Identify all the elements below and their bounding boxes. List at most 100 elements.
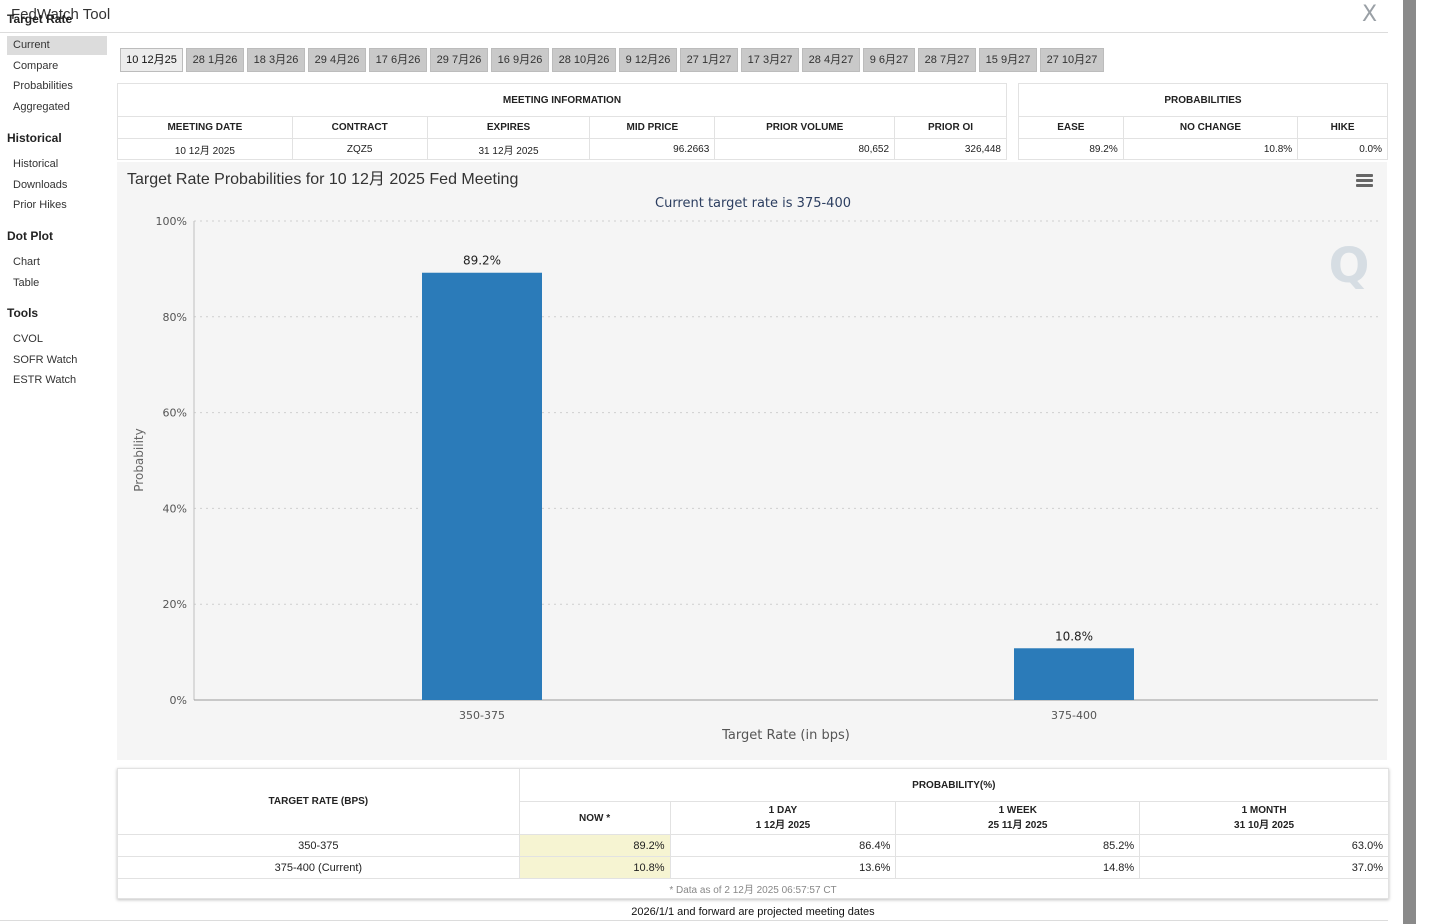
y-tick-label: 60% <box>163 407 187 420</box>
col-mid-price: MID PRICE <box>589 116 716 139</box>
mid-price-value: 96.2663 <box>589 138 716 160</box>
table-row: 350-375 89.2% 86.4% 85.2% 63.0% <box>117 834 1389 857</box>
tab-meeting-5[interactable]: 29 7月26 <box>430 48 488 72</box>
col-expires: EXPIRES <box>426 116 591 139</box>
close-icon[interactable]: X <box>1362 2 1378 27</box>
title-divider <box>0 32 1388 33</box>
x-tick-label: 375-400 <box>1051 709 1097 722</box>
tab-meeting-14[interactable]: 15 9月27 <box>979 48 1037 72</box>
sidebar-item-aggregated[interactable]: Aggregated <box>13 100 70 113</box>
tab-meeting-12[interactable]: 9 6月27 <box>863 48 915 72</box>
col-target-rate: TARGET RATE (BPS) <box>117 768 520 835</box>
col-probability-group: PROBABILITY(%) <box>518 768 1390 802</box>
col-hike: HIKE <box>1297 116 1388 139</box>
sidebar-item-prior-hikes[interactable]: Prior Hikes <box>13 199 67 211</box>
col-contract: CONTRACT <box>291 116 428 139</box>
no-change-value: 10.8% <box>1122 138 1299 160</box>
sidebar-group-dot-plot: Dot Plot <box>7 229 53 243</box>
col-ease: EASE <box>1018 116 1124 139</box>
sidebar-item-current[interactable]: Current <box>7 36 107 55</box>
col-1-week: 1 WEEK 25 11月 2025 <box>895 801 1141 835</box>
col-1-day-date: 1 12月 2025 <box>755 820 811 831</box>
prior-volume-value: 80,652 <box>714 138 896 160</box>
col-1-month-label: 1 MONTH <box>1241 805 1287 816</box>
col-1-week-label: 1 WEEK <box>998 805 1037 816</box>
chart-menu-icon[interactable] <box>1356 174 1373 188</box>
y-tick-label: 100% <box>156 215 187 228</box>
meeting-info-title: MEETING INFORMATION <box>117 83 1007 117</box>
month-cell: 37.0% <box>1139 856 1389 879</box>
tab-meeting-2[interactable]: 18 3月26 <box>247 48 305 72</box>
sidebar-item-probabilities[interactable]: Probabilities <box>13 80 73 92</box>
watermark-logo: Q <box>1329 238 1370 294</box>
tab-meeting-9[interactable]: 27 1月27 <box>680 48 738 72</box>
tab-meeting-6[interactable]: 16 9月26 <box>491 48 549 72</box>
ease-value: 89.2% <box>1018 138 1124 160</box>
sidebar-item-chart[interactable]: Chart <box>13 256 40 268</box>
meeting-info-table: MEETING INFORMATION MEETING DATE CONTRAC… <box>117 83 1007 160</box>
sidebar-group-tools: Tools <box>7 306 39 320</box>
sidebar-item-downloads[interactable]: Downloads <box>13 178 68 191</box>
now-cell: 89.2% <box>518 834 671 857</box>
sidebar-item-sofr-watch[interactable]: SOFR Watch <box>13 353 78 366</box>
col-meeting-date: MEETING DATE <box>117 116 293 139</box>
probabilities-summary-table: PROBABILITIES EASE NO CHANGE HIKE 89.2% … <box>1018 83 1388 160</box>
sidebar-item-historical[interactable]: Historical <box>13 158 59 170</box>
chart-title: Target Rate Probabilities for 10 12月 202… <box>127 171 518 188</box>
bar <box>1014 648 1134 700</box>
y-tick-label: 20% <box>163 598 187 611</box>
week-cell: 14.8% <box>895 856 1141 879</box>
footer-note: 2026/1/1 and forward are projected meeti… <box>631 906 875 918</box>
tab-meeting-15[interactable]: 27 10月27 <box>1040 48 1104 72</box>
probabilities-title: PROBABILITIES <box>1018 83 1388 117</box>
table-row: 375-400 (Current) 10.8% 13.6% 14.8% 37.0… <box>117 856 1389 879</box>
now-cell: 10.8% <box>518 856 671 879</box>
title-bar: FedWatch Tool X <box>0 0 1400 33</box>
col-1-day: 1 DAY 1 12月 2025 <box>669 801 897 835</box>
col-1-week-date: 25 11月 2025 <box>988 820 1048 831</box>
sidebar-item-estr-watch[interactable]: ESTR Watch <box>13 374 77 386</box>
data-as-of-note: * Data as of 2 12月 2025 06:57:57 CT <box>117 878 1389 899</box>
col-1-month-date: 31 10月 2025 <box>1234 820 1295 831</box>
sidebar-group-target-rate: Target Rate <box>7 12 73 26</box>
footer-divider <box>0 920 1388 921</box>
tab-meeting-11[interactable]: 28 4月27 <box>802 48 860 72</box>
data-label: 10.8% <box>1055 629 1093 643</box>
probability-table: TARGET RATE (BPS) PROBABILITY(%) NOW * 1… <box>117 768 1390 899</box>
week-cell: 85.2% <box>895 834 1141 857</box>
day-cell: 13.6% <box>669 856 897 879</box>
col-prior-volume: PRIOR VOLUME <box>714 116 896 139</box>
app-title: FedWatch Tool <box>11 6 111 23</box>
tab-meeting-0[interactable]: 10 12月25 <box>120 48 183 72</box>
y-tick-label: 40% <box>163 502 187 515</box>
sidebar-item-compare[interactable]: Compare <box>13 59 59 72</box>
day-cell: 86.4% <box>669 834 897 857</box>
tab-meeting-3[interactable]: 29 4月26 <box>308 48 366 72</box>
y-tick-label: 0% <box>170 694 187 707</box>
tab-meeting-10[interactable]: 17 3月27 <box>741 48 799 72</box>
col-now: NOW * <box>518 801 671 835</box>
probability-bar-chart: Target Rate Probabilities for 10 12月 202… <box>127 171 1378 743</box>
hike-value: 0.0% <box>1297 138 1388 160</box>
y-axis-label: Probability <box>132 428 146 491</box>
rate-cell: 375-400 (Current) <box>117 856 520 879</box>
col-1-month: 1 MONTH 31 10月 2025 <box>1139 801 1389 835</box>
chart-subtitle: Current target rate is 375-400 <box>655 196 851 211</box>
contract-value: ZQZ5 <box>291 138 428 160</box>
sidebar-item-cvol[interactable]: CVOL <box>13 333 43 345</box>
tab-meeting-1[interactable]: 28 1月26 <box>186 48 244 72</box>
tab-meeting-8[interactable]: 9 12月26 <box>619 48 677 72</box>
sidebar-item-table[interactable]: Table <box>13 276 40 289</box>
tab-meeting-7[interactable]: 28 10月26 <box>552 48 616 72</box>
col-no-change: NO CHANGE <box>1122 116 1299 139</box>
meeting-date-value: 10 12月 2025 <box>117 138 293 160</box>
rate-cell: 350-375 <box>117 834 520 857</box>
page-scrollbar[interactable] <box>1403 0 1416 924</box>
tab-meeting-4[interactable]: 17 6月26 <box>369 48 427 72</box>
sidebar-group-historical: Historical <box>7 131 62 145</box>
col-prior-oi: PRIOR OI <box>894 116 1007 139</box>
x-axis-label: Target Rate (in bps) <box>721 728 850 743</box>
data-label: 89.2% <box>463 254 501 268</box>
tab-meeting-13[interactable]: 28 7月27 <box>918 48 976 72</box>
x-tick-label: 350-375 <box>459 709 505 722</box>
